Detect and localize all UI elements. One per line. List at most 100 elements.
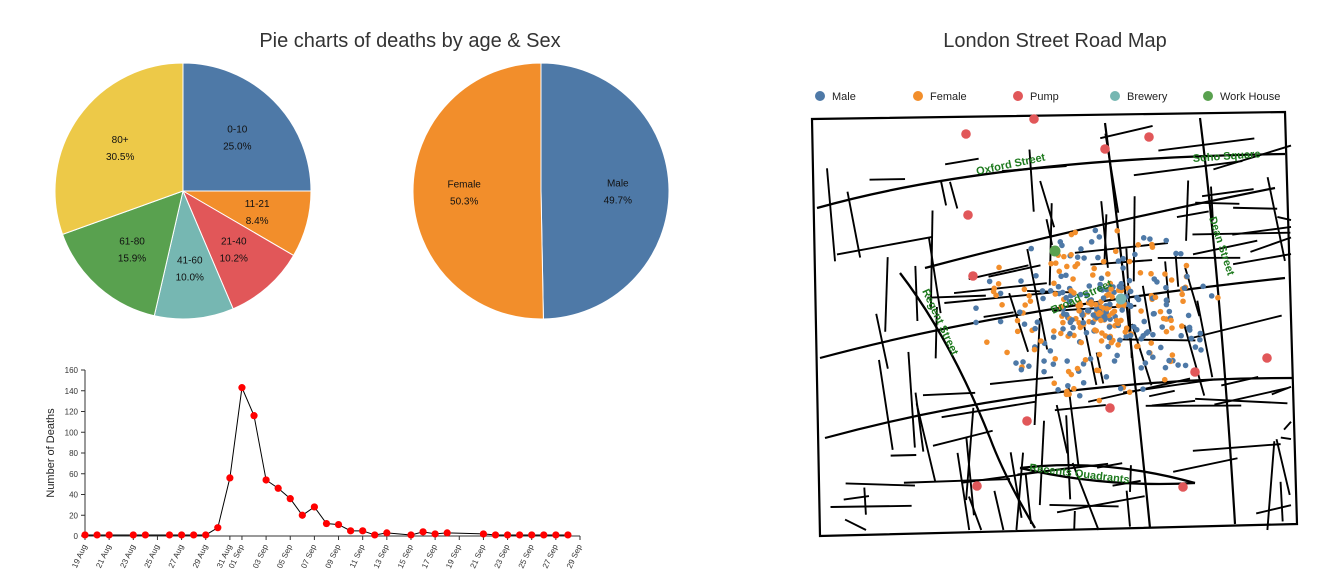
- street-segment: [1056, 495, 1145, 514]
- street-segment: [1158, 137, 1255, 152]
- deaths-timeline-chart: 0 20 40 60 80 100 120 140 160 19 Aug 21 Aug 23 Aug 2…: [45, 366, 584, 570]
- death-point: [371, 531, 379, 539]
- y-tick-label: 40: [69, 491, 78, 500]
- death-marker: [986, 278, 993, 285]
- street-segment: [1266, 176, 1286, 262]
- death-marker: [1114, 227, 1121, 234]
- death-marker: [999, 302, 1005, 308]
- street-segment: [1054, 404, 1106, 412]
- street-segment: [939, 180, 948, 206]
- death-marker: [1063, 391, 1070, 398]
- age-pie-percent-3: 10.0%: [176, 273, 204, 284]
- death-marker: [1181, 285, 1188, 291]
- street-segment: [965, 407, 975, 501]
- death-marker: [1014, 317, 1021, 324]
- death-marker: [1138, 365, 1145, 371]
- street-segment: [1131, 323, 1153, 386]
- sex-pie-percent-0: 49.7%: [604, 195, 632, 206]
- death-marker: [1063, 311, 1070, 318]
- death-marker: [1031, 346, 1038, 353]
- death-point: [516, 531, 524, 539]
- street-segment: [1221, 376, 1259, 387]
- death-marker: [1052, 291, 1059, 297]
- death-marker: [1067, 330, 1073, 337]
- death-marker: [984, 339, 990, 345]
- pump-marker: [1178, 482, 1188, 492]
- age-pie-slice-4: [61, 190, 184, 317]
- death-marker: [997, 318, 1004, 325]
- death-marker: [1078, 339, 1085, 346]
- death-marker: [1163, 297, 1170, 304]
- death-marker: [1021, 321, 1028, 327]
- legend-swatch: [913, 91, 923, 101]
- death-marker: [1162, 364, 1169, 371]
- street-segment: [1283, 421, 1292, 431]
- death-marker: [1089, 272, 1096, 278]
- x-tick-label: 23 Sep: [492, 543, 511, 570]
- street-segment: [968, 264, 1029, 281]
- death-marker: [1080, 319, 1087, 326]
- x-tick-label: 03 Sep: [251, 543, 270, 570]
- death-marker: [1178, 332, 1184, 339]
- street-label: Soho Square: [1192, 148, 1261, 165]
- death-marker: [1117, 385, 1124, 392]
- death-marker: [1123, 333, 1130, 340]
- age-pie-label-0: 0-10: [227, 125, 247, 136]
- death-marker: [1004, 349, 1010, 356]
- death-marker: [1169, 352, 1176, 358]
- age-pie-chart: 0-10 25.0% 11-21 8.4% 21-40 10.2% 41-60 10.0% 61…: [54, 62, 312, 320]
- death-point: [334, 520, 343, 529]
- death-marker: [1047, 348, 1054, 354]
- death-marker: [1096, 234, 1103, 240]
- legend-swatch: [815, 91, 825, 101]
- street-segment: [844, 518, 867, 531]
- death-marker: [1096, 397, 1103, 404]
- death-marker: [1126, 389, 1133, 395]
- age-pie-percent-0: 25.0%: [223, 142, 251, 153]
- death-marker: [1145, 329, 1151, 335]
- death-marker: [1132, 251, 1138, 258]
- age-pie-label-4: 61-80: [119, 236, 145, 247]
- death-marker: [1117, 337, 1123, 344]
- death-marker: [1039, 288, 1046, 294]
- street-segment: [1045, 218, 1054, 246]
- death-marker: [1055, 283, 1062, 290]
- pump-marker: [1029, 114, 1039, 124]
- death-marker: [1077, 324, 1084, 331]
- death-marker: [1150, 311, 1157, 317]
- death-marker: [1188, 335, 1195, 342]
- death-marker: [1177, 250, 1184, 257]
- age-pie-label-5: 80+: [112, 135, 129, 146]
- street-segment: [1266, 441, 1276, 531]
- death-marker: [1149, 241, 1155, 248]
- street-network: [810, 110, 1299, 538]
- street-segment: [869, 178, 906, 181]
- street-segment: [863, 487, 867, 515]
- death-marker: [1061, 253, 1067, 260]
- x-tick-label: 09 Sep: [323, 543, 342, 570]
- death-marker: [1078, 246, 1084, 252]
- street-segment: [934, 307, 938, 359]
- death-point: [540, 531, 548, 539]
- death-marker: [1060, 319, 1066, 326]
- death-marker: [1059, 242, 1065, 249]
- street-segment: [949, 181, 959, 209]
- death-marker: [1051, 328, 1057, 334]
- age-pie-label-3: 41-60: [177, 256, 203, 267]
- death-point: [274, 484, 282, 492]
- street-segment: [928, 238, 942, 314]
- death-point: [322, 519, 331, 528]
- street-segment: [956, 452, 971, 531]
- x-tick-label: 25 Sep: [517, 543, 536, 570]
- death-marker: [1133, 326, 1140, 333]
- death-marker: [997, 290, 1004, 297]
- death-marker: [1142, 360, 1149, 366]
- sex-pie-percent-1: 50.3%: [450, 197, 478, 208]
- age-pie-slice-0: [182, 62, 312, 192]
- death-marker: [1022, 302, 1028, 308]
- y-tick-label: 100: [65, 428, 79, 437]
- death-marker: [1034, 319, 1041, 325]
- death-marker: [1120, 265, 1126, 271]
- street-segment: [914, 265, 919, 322]
- death-marker: [1135, 296, 1142, 303]
